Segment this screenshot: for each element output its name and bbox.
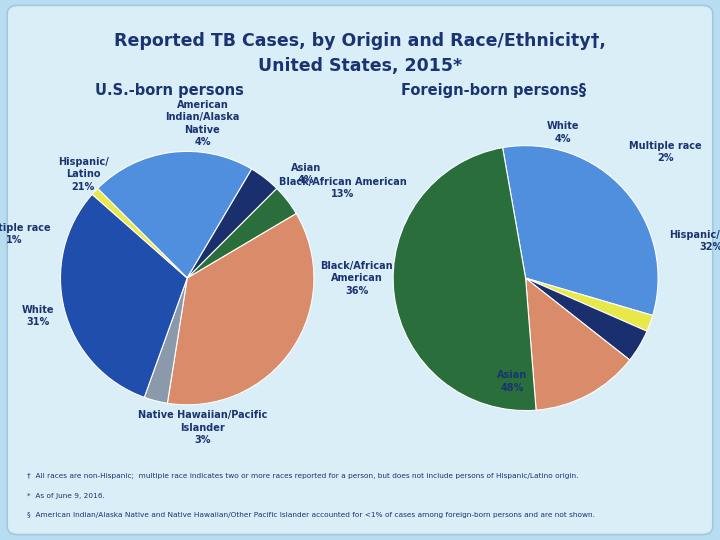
Wedge shape <box>503 146 658 315</box>
Text: Hispanic/
Latino
21%: Hispanic/ Latino 21% <box>58 157 109 192</box>
Text: Multiple race
2%: Multiple race 2% <box>629 141 701 164</box>
Wedge shape <box>187 169 276 278</box>
Text: †  All races are non-Hispanic;  multiple race indicates two or more races report: † All races are non-Hispanic; multiple r… <box>27 473 579 480</box>
Text: Asian
48%: Asian 48% <box>498 370 528 393</box>
Text: Black/African
American
36%: Black/African American 36% <box>320 261 393 295</box>
Wedge shape <box>167 214 314 405</box>
Wedge shape <box>526 278 630 410</box>
FancyBboxPatch shape <box>7 5 713 535</box>
Wedge shape <box>92 188 187 278</box>
Wedge shape <box>187 188 296 278</box>
Text: Native Hawaiian/Pacific
Islander
3%: Native Hawaiian/Pacific Islander 3% <box>138 410 267 445</box>
Wedge shape <box>60 194 187 397</box>
Text: Foreign-born persons§: Foreign-born persons§ <box>400 83 586 98</box>
Text: Reported TB Cases, by Origin and Race/Ethnicity†,: Reported TB Cases, by Origin and Race/Et… <box>114 31 606 50</box>
Wedge shape <box>144 278 187 403</box>
Text: Asian
4%: Asian 4% <box>291 163 321 185</box>
Text: American
Indian/Alaska
Native
4%: American Indian/Alaska Native 4% <box>165 100 240 147</box>
Text: United States, 2015*: United States, 2015* <box>258 57 462 75</box>
Wedge shape <box>526 278 653 331</box>
Text: Hispanic/Latino
32%: Hispanic/Latino 32% <box>669 230 720 252</box>
Text: §  American Indian/Alaska Native and Native Hawaiian/Other Pacific Islander acco: § American Indian/Alaska Native and Nati… <box>27 512 595 518</box>
Text: U.S.-born persons: U.S.-born persons <box>95 83 243 98</box>
Text: *  As of June 9, 2016.: * As of June 9, 2016. <box>27 492 105 499</box>
Wedge shape <box>526 278 647 360</box>
Text: Black/African American
13%: Black/African American 13% <box>279 177 406 199</box>
Wedge shape <box>98 151 252 278</box>
Text: White
4%: White 4% <box>546 121 579 144</box>
Wedge shape <box>393 147 536 410</box>
Text: White
31%: White 31% <box>22 305 54 327</box>
Text: Multiple race
1%: Multiple race 1% <box>0 222 50 245</box>
